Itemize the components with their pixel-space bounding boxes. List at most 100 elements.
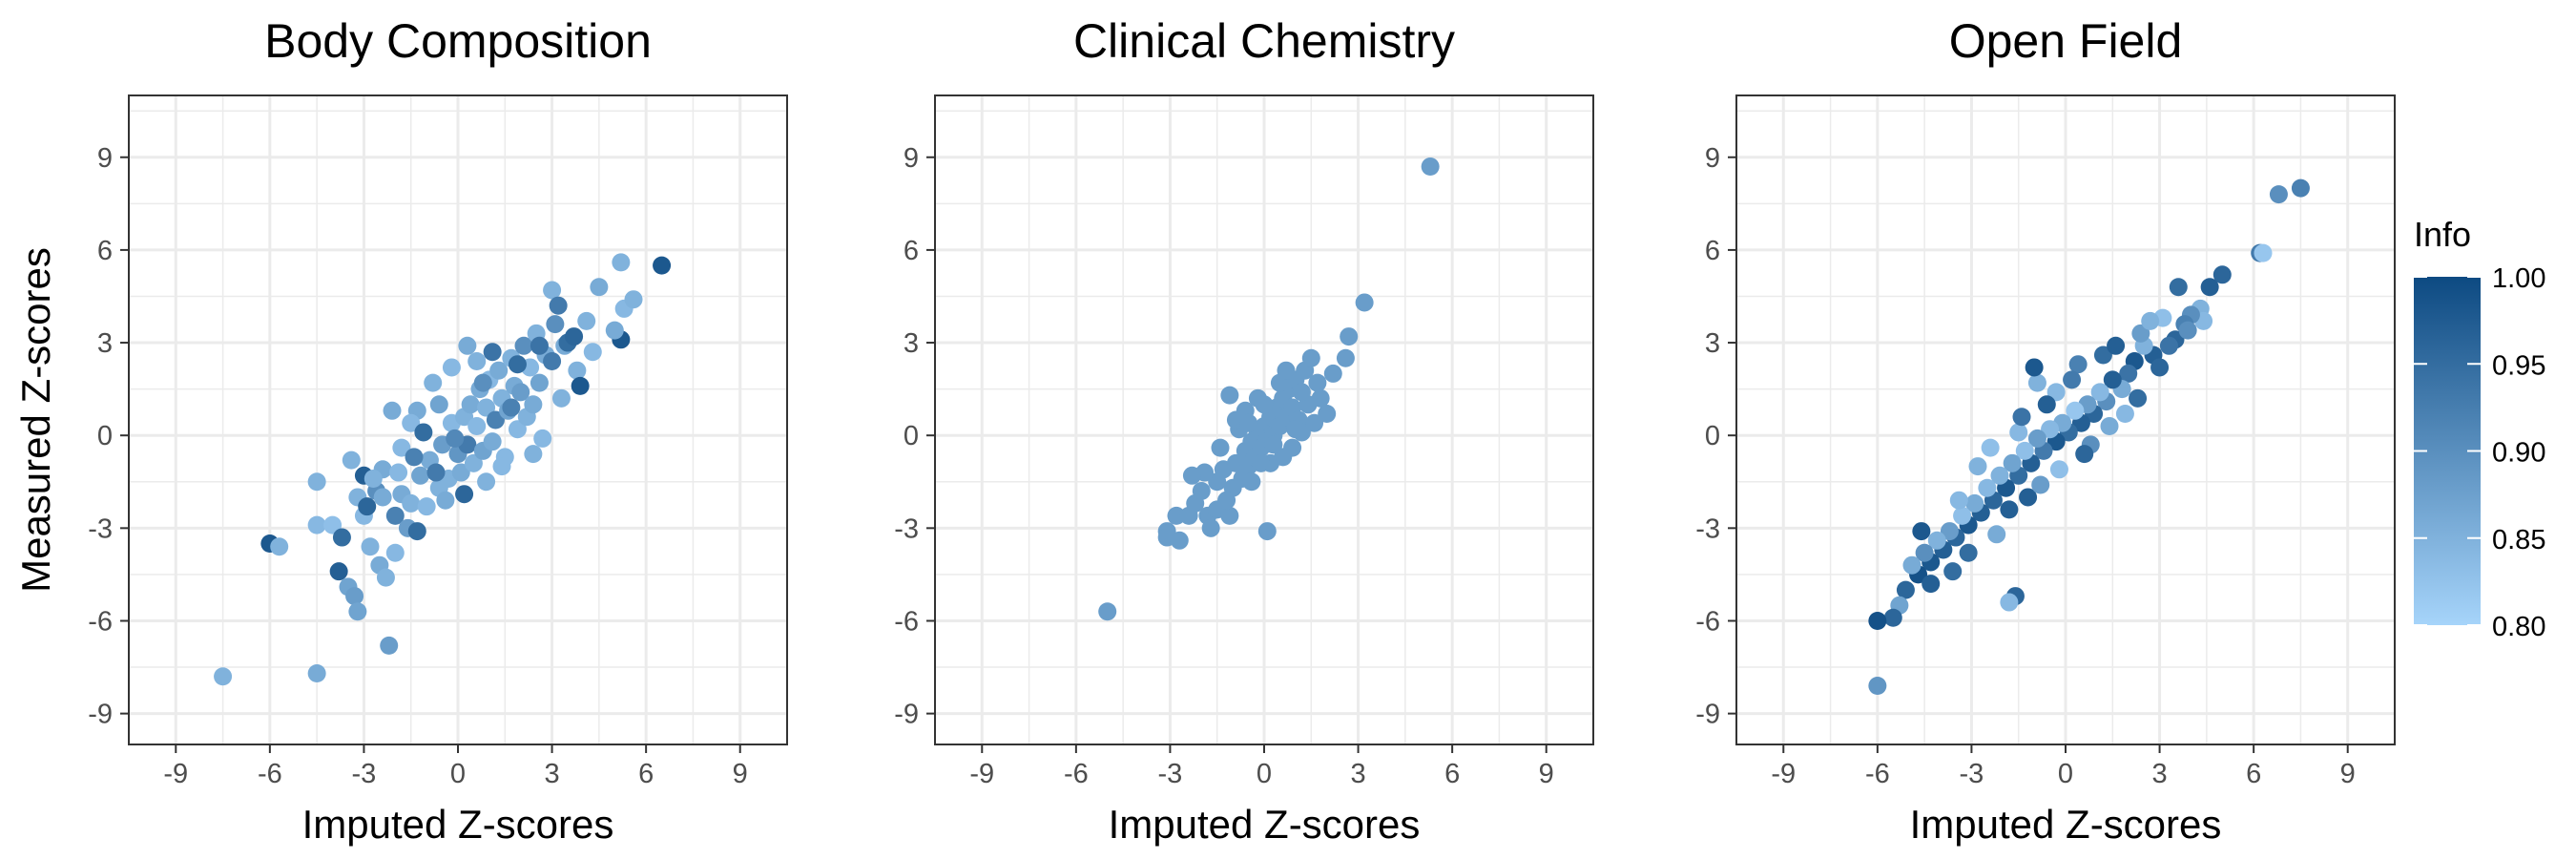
scatter-point [2012,408,2031,427]
scatter-point [577,311,596,330]
scatter-point [571,376,590,395]
y-tick-label: 0 [904,421,919,451]
scatter-point [473,373,492,392]
scatter-point [407,522,426,541]
scatter-point [1182,466,1201,485]
scatter-point [464,453,483,472]
y-tick-label: -6 [894,606,919,637]
scatter-point [2169,278,2188,297]
scatter-point [1318,405,1337,424]
scatter-point [549,296,568,315]
scatter-point [417,497,436,516]
scatter-point [489,361,509,380]
scatter-point [1308,373,1327,392]
scatter-point [1959,543,1978,562]
x-tick-label: 0 [2058,759,2073,789]
scatter-point [1305,413,1324,432]
scatter-point [414,423,433,442]
scatter-point [2159,336,2178,355]
y-tick-label: -3 [88,513,113,544]
x-tick-label: 9 [2340,759,2356,789]
scatter-point [467,351,487,370]
x-tick-label: 9 [1539,759,1554,789]
scatter-point [2000,593,2019,612]
y-tick-label: 0 [1705,421,1720,451]
scatter-point [307,515,326,534]
y-tick-label: 9 [904,143,919,174]
scatter-point [307,472,326,492]
scatter-point [2090,383,2109,402]
scatter-point [214,667,233,686]
scatter-point [1252,453,1271,472]
scatter-point [342,450,361,470]
scatter-point [2150,358,2170,377]
scatter-point [1255,395,1274,414]
scatter-point [2093,346,2112,365]
scatter-point [1274,448,1293,467]
scatter-point [1953,506,1972,525]
scatter-point [402,413,421,432]
scatter-point [2291,178,2310,198]
scatter-point [1883,608,1902,627]
scatter-point [543,281,562,300]
legend-break-label: 1.00 [2492,263,2545,294]
scatter-point [1286,420,1305,439]
y-tick-label: -9 [894,700,919,730]
scatter-point [1170,531,1189,550]
x-tick-label: -3 [352,759,377,789]
scatter-point [402,493,421,513]
scatter-point [483,432,502,451]
scatter-point [442,358,461,377]
scatter-point [483,343,502,362]
y-tick-label: -6 [1695,606,1720,637]
scatter-point [2075,445,2094,464]
x-tick-label: -3 [1960,759,1984,789]
scatter-point [543,351,562,370]
x-axis-title: Imputed Z-scores [302,802,614,847]
scatter-point [2041,420,2060,439]
scatter-point [1927,531,1946,550]
scatter-point [653,256,672,275]
scatter-point [477,398,496,417]
scatter-point [486,410,505,430]
scatter-point [467,416,487,435]
x-tick-label: -3 [1158,759,1183,789]
scatter-point [2269,185,2288,204]
scatter-point [2063,370,2082,389]
scatter-point [2025,358,2044,377]
scatter-point [1968,457,1987,476]
legend-title: Info [2414,215,2471,254]
panel-title: Open Field [1949,14,2183,68]
scatter-point [1323,364,1342,383]
scatter-point [329,562,348,581]
legend-break-label: 0.80 [2492,612,2545,642]
scatter-point [1201,518,1220,537]
x-tick-label: 3 [2152,759,2168,789]
scatter-point [1868,611,1887,630]
scatter-point [551,388,571,408]
scatter-point [2131,324,2150,343]
y-tick-label: -3 [894,513,919,544]
scatter-point [1220,386,1239,405]
scatter-point [1264,435,1283,454]
x-tick-label: -9 [1771,759,1796,789]
x-tick-label: 6 [2246,759,2261,789]
panel-1: Body Composition -9 -6 -3 0 3 6 9 9 6 3 0 -3 -6 -9 Impu… [13,14,788,847]
scatter-point [1292,383,1311,402]
scatter-point [2003,453,2022,472]
scatter-point [1868,676,1887,695]
scatter-point [583,343,602,362]
scatter-point [1242,472,1261,492]
panels-group: Body Composition -9 -6 -3 0 3 6 9 9 6 3 0 -3 -6 -9 Impu… [13,14,2396,847]
scatter-point [1990,466,2009,485]
x-tick-label: -6 [1064,759,1089,789]
scatter-point [524,395,543,414]
scatter-point [514,336,533,355]
scatter-point [477,472,496,492]
scatter-point [2212,265,2232,284]
x-tick-label: 6 [1444,759,1460,789]
scatter-point [1211,438,1230,457]
scatter-point [380,636,399,655]
scatter-point [332,528,351,547]
scatter-point [1915,543,1934,562]
